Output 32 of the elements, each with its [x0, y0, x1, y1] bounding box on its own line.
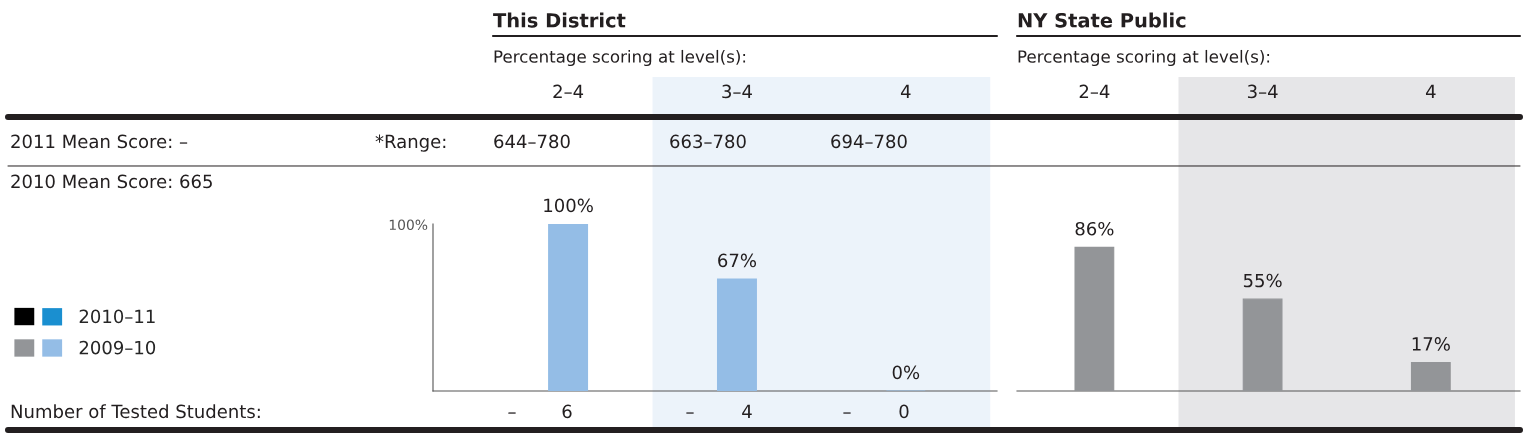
- chart-subtitle: Percentage scoring at level(s):: [494, 49, 746, 67]
- text: –: [508, 412, 516, 414]
- data-label: 17%: [1412, 337, 1450, 351]
- text: 4: [742, 404, 752, 418]
- x-tick-label: 2–4: [553, 84, 584, 99]
- text: 0: [899, 404, 909, 419]
- chart-title: NY State Public: [1018, 12, 1186, 28]
- text: Number of Tested Students:: [11, 404, 260, 419]
- data-label: 0%: [892, 365, 920, 380]
- text: 6: [562, 404, 572, 419]
- data-label: 100%: [544, 198, 593, 213]
- x-tick-label: 3–4: [1247, 84, 1278, 99]
- legend-label: 2009–10: [79, 340, 156, 355]
- chart-subtitle: Percentage scoring at level(s):: [1018, 49, 1270, 67]
- x-tick-label: 2–4: [1079, 84, 1110, 99]
- legend-label: 2010–11: [79, 309, 155, 324]
- x-tick-label: 4: [1425, 84, 1436, 99]
- text: 694–780: [831, 134, 907, 149]
- chart-title: This District: [493, 12, 626, 28]
- data-label: 86%: [1075, 221, 1114, 236]
- text: 644–780: [494, 134, 570, 149]
- text: –: [686, 412, 694, 414]
- x-tick-label: 4: [900, 84, 911, 99]
- data-label: 67%: [718, 253, 757, 268]
- text: 663–780: [670, 134, 746, 149]
- text: *Range:: [375, 134, 446, 152]
- text: 2010 Mean Score: 665: [11, 174, 212, 189]
- text: 2011 Mean Score: –: [11, 134, 188, 149]
- text: 100%: [389, 219, 428, 231]
- x-tick-label: 3–4: [722, 84, 752, 99]
- data-label: 55%: [1243, 273, 1282, 288]
- text: –: [843, 412, 851, 414]
